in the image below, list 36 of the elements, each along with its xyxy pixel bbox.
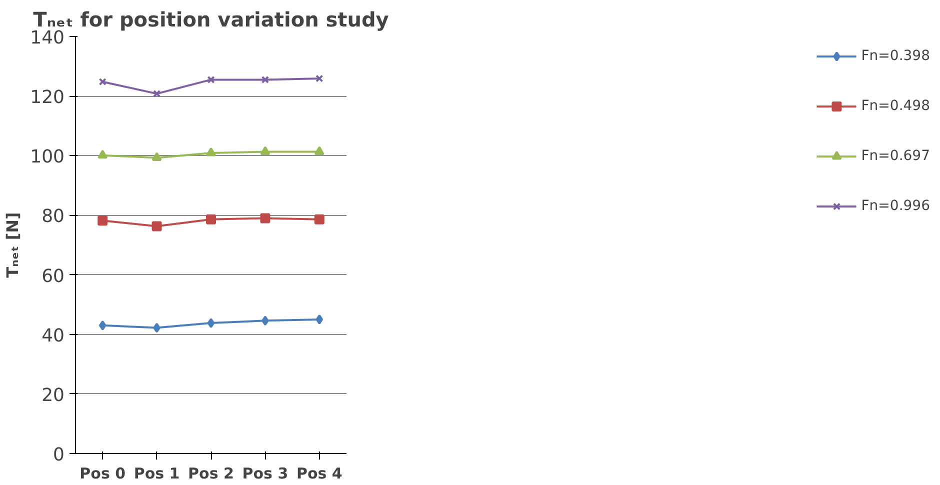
x-tick-label: Pos 1 [134,464,180,482]
y-tick-label: 120 [30,87,65,108]
point [206,214,216,224]
legend-label: Fn=0.697 [861,148,930,164]
x-tick-label: Pos 3 [242,464,288,482]
legend-label: Fn=0.398 [861,48,930,64]
point [153,322,160,333]
point [314,214,324,224]
point [207,318,215,328]
x-tick-label: Pos 4 [296,464,342,482]
y-tick-label: 0 [53,444,64,466]
y-tick-label: 40 [42,325,64,346]
point [152,90,161,98]
y-tick-label: 100 [30,146,65,168]
x-tick-label: Pos 0 [80,464,126,482]
y-axis-title: Tₙₑₜ [N] [3,212,22,278]
point [261,76,270,84]
point [98,216,108,226]
point [152,152,162,162]
point [206,147,216,156]
point [98,78,106,86]
y-tick-label: 20 [42,384,64,406]
point [152,221,162,232]
point [260,213,270,224]
point [207,76,215,84]
point [98,150,108,159]
y-tick-label: 60 [42,266,64,287]
legend-label: Fn=0.498 [861,98,930,114]
point [98,320,106,330]
y-tick-label: 80 [42,206,64,228]
point [262,316,269,326]
legend-label: Fn=0.996 [861,198,930,214]
point [316,314,324,324]
x-tick-label: Pos 2 [188,464,234,482]
point [314,146,324,156]
point [260,146,270,156]
